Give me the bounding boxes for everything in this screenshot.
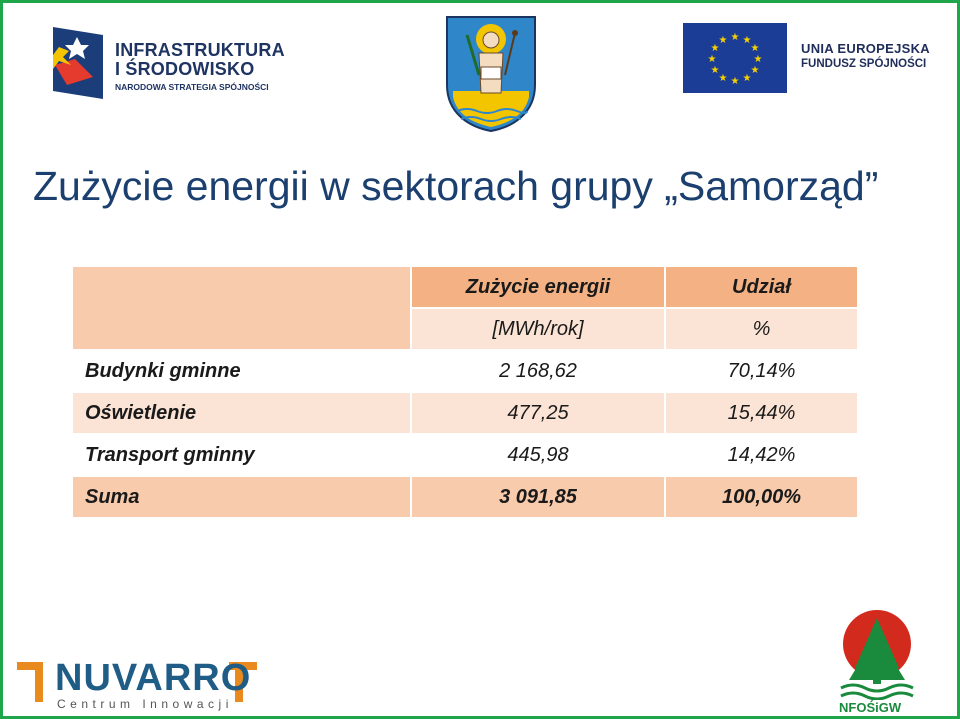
coat-of-arms: [443, 15, 539, 133]
table-units-row: [MWh/rok] %: [72, 307, 859, 351]
row-share: 14,42%: [664, 433, 859, 477]
header-energy-unit: [MWh/rok]: [410, 307, 666, 351]
svg-text:★: ★: [711, 65, 720, 76]
header-share: Udział: [664, 265, 859, 309]
table-row: Budynki gminne 2 168,62 70,14%: [71, 349, 859, 393]
svg-text:★: ★: [743, 35, 752, 46]
header-energy: Zużycie energii: [410, 265, 666, 309]
nuvarro-logo: NUVARRO Centrum Innowacji: [17, 658, 267, 714]
row-energy: 2 168,62: [410, 349, 666, 393]
infrastruktura-logo-line1: INFRASTRUKTURA: [115, 40, 285, 60]
svg-text:★: ★: [751, 43, 760, 54]
eu-logo-line1: UNIA EUROPEJSKA: [801, 41, 930, 56]
energy-table: Zużycie energii Udział [MWh/rok] % Budyn…: [71, 265, 859, 519]
svg-text:★: ★: [719, 73, 728, 84]
table-row: Transport gminny 445,98 14,42%: [71, 433, 859, 477]
total-energy: 3 091,85: [410, 475, 666, 519]
infrastruktura-logo-line3: NARODOWA STRATEGIA SPÓJNOŚCI: [115, 82, 269, 92]
header-share-unit: %: [664, 307, 859, 351]
eu-flag-icon: ★ ★ ★ ★ ★ ★ ★ ★ ★ ★ ★ ★: [683, 23, 787, 93]
slide-title: Zużycie energii w sektorach grupy „Samor…: [33, 163, 879, 209]
row-label: Budynki gminne: [71, 349, 412, 393]
nuvarro-bracket-icon: [17, 662, 257, 702]
row-share: 15,44%: [664, 391, 859, 435]
total-label: Suma: [71, 475, 412, 519]
row-energy: 445,98: [410, 433, 666, 477]
coat-of-arms-icon: [446, 16, 536, 133]
table-total-row: Suma 3 091,85 100,00%: [71, 475, 859, 519]
nfosigw-logo: NFOŚiGW: [835, 608, 919, 718]
svg-text:★: ★: [731, 76, 740, 87]
svg-text:★: ★: [751, 65, 760, 76]
table-row: Oświetlenie 477,25 15,44%: [71, 391, 859, 435]
svg-text:★: ★: [731, 32, 740, 43]
row-label: Oświetlenie: [71, 391, 412, 435]
svg-text:★: ★: [719, 35, 728, 46]
infrastruktura-emblem-icon: [53, 27, 103, 99]
table-corner-cell: [71, 265, 412, 351]
nuvarro-wordmark: NUVARRO: [55, 657, 252, 699]
table-header-row: Zużycie energii Udział: [71, 265, 859, 351]
total-share: 100,00%: [664, 475, 859, 519]
nuvarro-subtitle: Centrum Innowacji: [57, 697, 233, 711]
eu-logo-line2: FUNDUSZ SPÓJNOŚCI: [801, 58, 927, 70]
row-energy: 477,25: [410, 391, 666, 435]
row-share: 70,14%: [664, 349, 859, 393]
svg-text:★: ★: [743, 73, 752, 84]
svg-text:★: ★: [711, 43, 720, 54]
svg-text:★: ★: [708, 54, 717, 65]
infrastruktura-logo-line2: I ŚRODOWISKO: [115, 59, 255, 79]
svg-text:★: ★: [754, 54, 763, 65]
infrastruktura-logo: INFRASTRUKTURA I ŚRODOWISKO NARODOWA STR…: [47, 25, 297, 105]
nfosigw-wordmark: NFOŚiGW: [839, 700, 902, 715]
nfosigw-emblem-icon: [840, 610, 914, 701]
row-label: Transport gminny: [71, 433, 412, 477]
eu-logo: ★ ★ ★ ★ ★ ★ ★ ★ ★ ★ ★ ★ UNIA EUROPEJSKA …: [683, 23, 948, 95]
